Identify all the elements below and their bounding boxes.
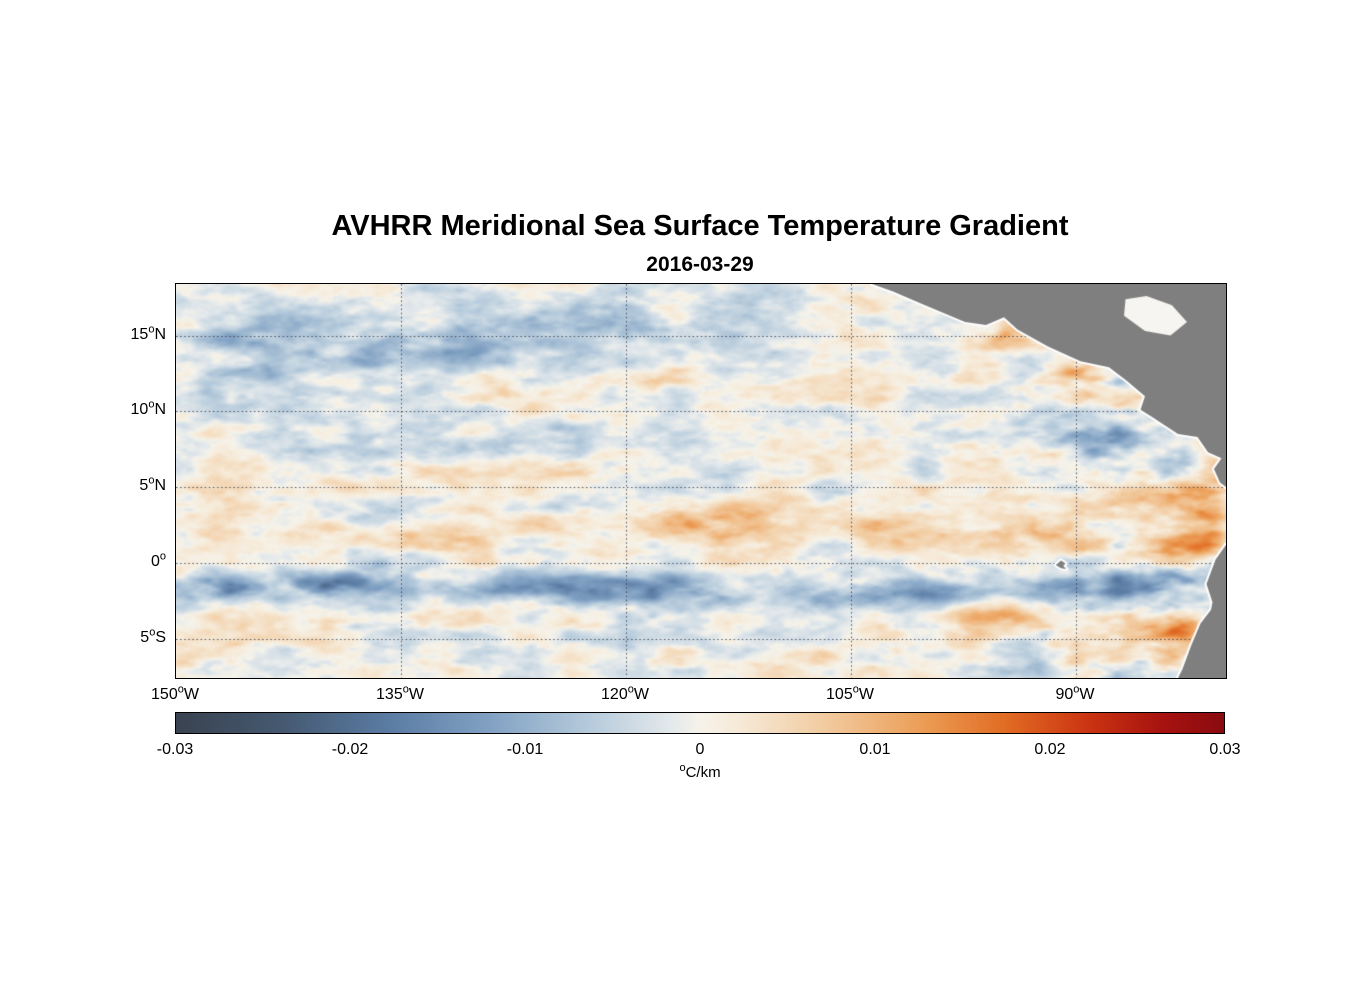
lon-tick-label: 90oW	[1055, 683, 1095, 703]
degree-symbol: o	[177, 683, 184, 696]
chart-subtitle: 2016-03-29	[646, 253, 754, 276]
colorbar-tick-label: -0.03	[156, 741, 194, 758]
lat-tick-label: 5oN	[139, 474, 166, 495]
colorbar-tick-label: -0.02	[331, 741, 369, 758]
lat-tick-label: 0o	[150, 550, 166, 570]
degree-symbol: o	[149, 626, 156, 639]
colorbar	[175, 712, 1225, 734]
degree-symbol: o	[852, 683, 859, 696]
lat-tick-label: 5oS	[140, 626, 166, 646]
lon-tick-label: 150oW	[151, 683, 199, 703]
colorbar-tick-label: -0.01	[506, 741, 544, 758]
sst-gradient-field-canvas	[176, 284, 1226, 678]
degree-symbol: o	[679, 762, 686, 774]
colorbar-canvas	[176, 713, 1224, 733]
map-plot-area	[175, 283, 1227, 679]
units-text: C/km	[685, 764, 721, 781]
colorbar-tick-label: 0.01	[859, 741, 891, 758]
lat-tick-label: 15oN	[130, 323, 166, 343]
lat-tick-label: 10oN	[130, 398, 166, 419]
chart-title: AVHRR Meridional Sea Surface Temperature…	[331, 210, 1069, 242]
degree-symbol: o	[148, 398, 155, 411]
lon-tick-label: 135oW	[376, 683, 424, 703]
degree-symbol: o	[159, 550, 166, 563]
degree-symbol: o	[402, 683, 409, 696]
colorbar-units-label: oC/km	[175, 762, 1225, 782]
degree-symbol: o	[1073, 683, 1080, 696]
degree-symbol: o	[148, 474, 155, 487]
colorbar-tick-label: 0.02	[1034, 741, 1066, 758]
degree-symbol: o	[148, 323, 155, 336]
colorbar-tick-label: 0	[695, 741, 705, 758]
lon-tick-label: 105oW	[826, 683, 874, 703]
degree-symbol: o	[627, 683, 634, 696]
lon-tick-label: 120oW	[601, 683, 649, 703]
colorbar-tick-label: 0.03	[1209, 741, 1241, 758]
